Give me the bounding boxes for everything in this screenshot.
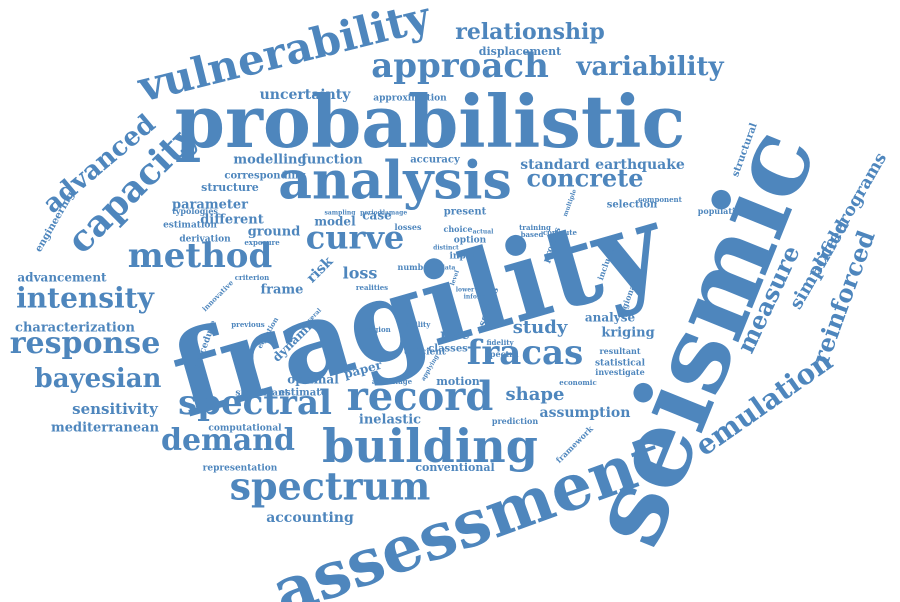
word-statistical: statistical [595, 359, 646, 369]
word-curve: curve [306, 219, 405, 257]
word-losses: losses [395, 222, 422, 232]
word-compute: compute [543, 228, 578, 237]
word-model: model [314, 215, 356, 229]
word-ground: ground [248, 225, 301, 240]
word-concrete: concrete [527, 164, 644, 193]
word-ability: ability [406, 320, 432, 329]
word-analyse: analyse [585, 311, 636, 325]
word-earthquake: earthquake [595, 157, 685, 173]
word-inelastic: inelastic [359, 413, 421, 428]
word-parameter: parameter [172, 198, 248, 213]
word-case: case [362, 209, 392, 223]
word-motion: motion [436, 375, 480, 388]
word-sensitivity: sensitivity [72, 400, 159, 418]
word-response: response [10, 326, 161, 361]
word-intensity: intensity [16, 282, 154, 315]
word-probabilistic: probabilistic [175, 79, 686, 164]
word-distinct: distinct [433, 245, 459, 252]
word-actual: actual [473, 229, 495, 236]
word-significant: significant [235, 389, 289, 399]
word-function: function [301, 153, 363, 168]
word-exposure: exposure [244, 238, 280, 247]
word-component: component [638, 195, 683, 204]
word-region: region [365, 325, 390, 334]
word-option: option [454, 236, 487, 246]
word-accuracy: accuracy [410, 155, 461, 166]
word-estimation: estimation [163, 221, 217, 231]
word-realities: realities [356, 283, 388, 292]
word-structure: structure [201, 181, 259, 194]
word-number: number [398, 262, 434, 272]
word-computational: computational [208, 424, 282, 434]
word-bayesian: bayesian [35, 364, 162, 394]
word-analysis: analysis [278, 151, 511, 212]
word-record: record [347, 373, 494, 420]
word-shape: shape [506, 384, 565, 405]
word-fidelity: fidelity [486, 338, 514, 347]
word-advancement: advancement [17, 271, 107, 285]
word-advantage: advantage [372, 377, 413, 386]
word-training: training [519, 223, 551, 232]
word-relationship: relationship [455, 19, 605, 45]
word-criterion: criterion [235, 273, 269, 282]
word-spectra: spectra [485, 349, 518, 359]
word-typologies: typologies [172, 206, 218, 216]
word-resultant: resultant [599, 346, 640, 356]
word-method: method [128, 236, 272, 276]
word-representation: representation [203, 464, 278, 474]
word-lower: lower [456, 287, 475, 294]
word-classes: classes [428, 344, 468, 355]
word-economic: economic [559, 378, 596, 387]
word-corresponding: corresponding [224, 171, 305, 182]
word-frame: frame [261, 283, 304, 298]
word-derivation: derivation [179, 235, 231, 245]
word-period: period [360, 210, 382, 217]
word-efficient: efficient [404, 348, 447, 358]
word-population: population [698, 206, 747, 216]
word-kriging: kriging [601, 326, 654, 341]
word-building: building [322, 419, 538, 473]
word-mediterranean: mediterranean [51, 421, 160, 436]
word-damage: damage [381, 210, 408, 217]
word-spectrum: spectrum [230, 464, 431, 509]
word-variability: variability [575, 52, 724, 82]
word-standard: standard [520, 157, 590, 173]
word-previous: previous [231, 320, 265, 329]
word-accounting: accounting [266, 510, 354, 526]
word-rise: rise [440, 327, 470, 343]
word-conventional: conventional [415, 461, 494, 474]
word-assumption: assumption [540, 405, 631, 421]
word-estimate: estimate [279, 388, 327, 399]
word-loss: loss [343, 264, 378, 283]
word-prediction: prediction [492, 416, 538, 426]
word-approach: approach [371, 46, 549, 86]
word-fracas: fracas [467, 333, 583, 373]
word-present: present [444, 207, 487, 218]
word-study: study [513, 317, 568, 338]
word-input: input [450, 252, 478, 262]
word-data: data [441, 265, 456, 272]
word-based: based [521, 230, 544, 239]
word-characterization: characterization [15, 321, 135, 336]
word-approximation: approximation [373, 94, 447, 104]
word-modelling: modelling [233, 153, 306, 168]
word-spectral: spectral [178, 383, 332, 423]
word-sampling: sampling [325, 210, 357, 217]
word-displacement: displacement [479, 45, 562, 58]
word-investigate: investigate [595, 367, 644, 377]
word-optimal: optimal [287, 373, 339, 387]
word-choice: choice [443, 224, 472, 234]
word-different: different [200, 213, 264, 228]
word-uncertainty: uncertainty [260, 87, 352, 103]
word-selection: selection [607, 200, 658, 211]
word-inform: inform [464, 294, 487, 301]
word-demand: demand [161, 423, 295, 458]
